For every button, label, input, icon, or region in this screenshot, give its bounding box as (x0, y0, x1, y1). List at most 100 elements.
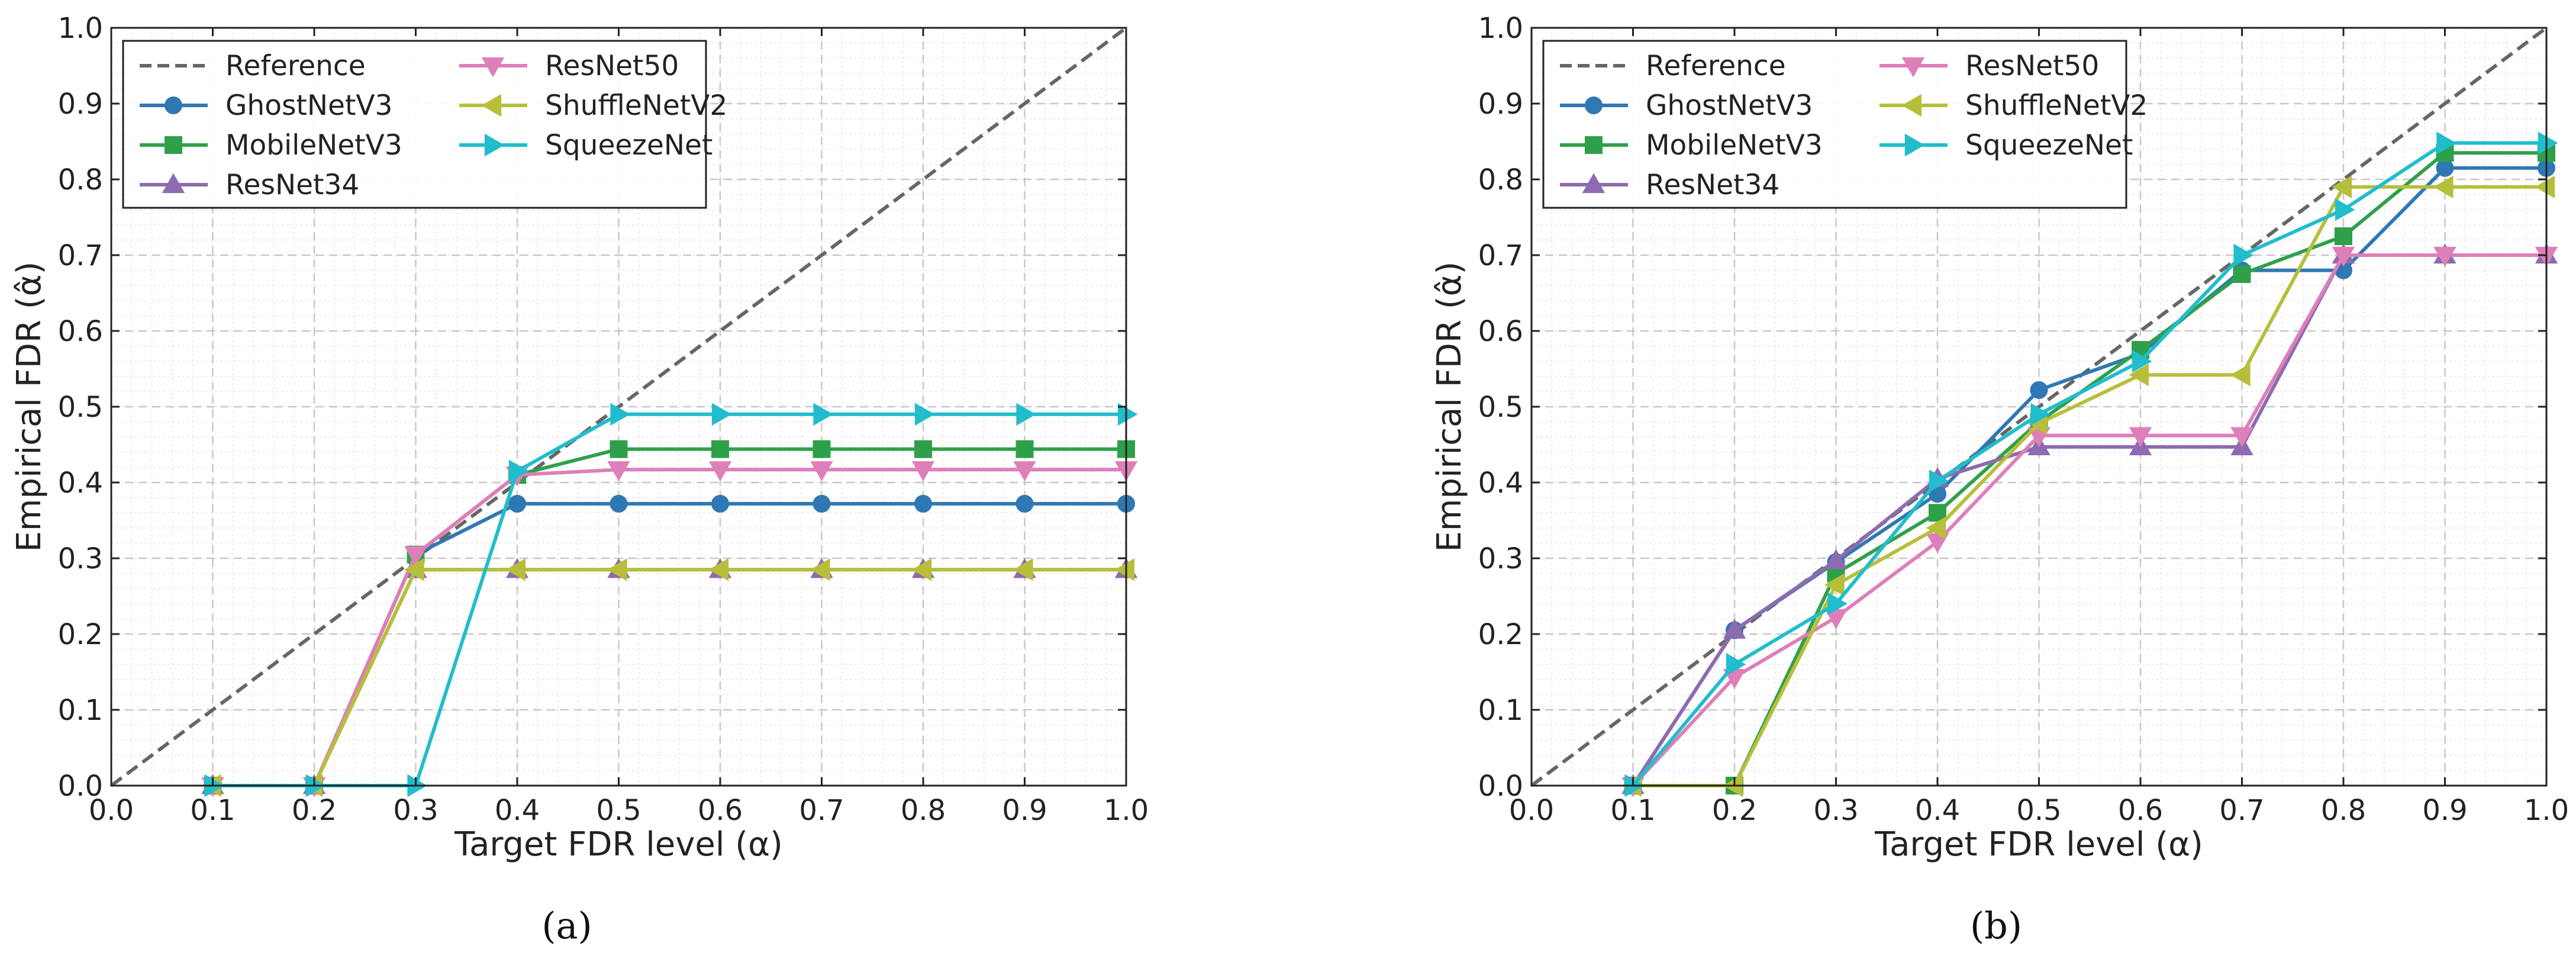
legend-item-resnet50: ResNet50 (459, 50, 679, 82)
series-line-squeezenet (1632, 141, 2546, 787)
y-tick-label: 1.0 (58, 12, 103, 45)
data-point-resnet34 (1723, 619, 1746, 639)
legend-label: MobileNetV3 (1646, 129, 1823, 162)
data-point-mobilenetv3 (610, 440, 628, 458)
chart-panel-b: 0.0 0.1 0.2 0.3 0.4 0.5 0.6 0.7 0.8 0.9 1.0 0.0 0.1 0… (1430, 12, 2569, 864)
data-point-resnet50 (911, 461, 935, 481)
data-point-squeezenet (1016, 403, 1037, 426)
y-tick-label: 0.7 (58, 239, 103, 272)
legend-marker (481, 57, 505, 78)
legend-item-squeezenet: SqueezeNet (1879, 129, 2133, 162)
legend-marker (1901, 57, 1925, 78)
data-point-shufflenetv2 (810, 558, 830, 581)
x-tick-label: 0.0 (1509, 794, 1554, 827)
legend-label: ResNet34 (225, 169, 359, 201)
y-tick-label: 0.6 (58, 315, 103, 348)
data-point-squeezenet (711, 403, 732, 426)
y-tick-label: 0.4 (1478, 467, 1523, 500)
data-point-squeezenet (2436, 131, 2457, 155)
data-point-squeezenet (2538, 131, 2558, 155)
x-tick-label: 0.7 (2219, 794, 2264, 827)
data-point-squeezenet (508, 459, 529, 483)
series-line-shufflenetv2 (212, 568, 1126, 787)
y-tick-label: 0.2 (58, 618, 103, 651)
x-tick-label: 0.3 (1813, 794, 1858, 827)
legend-item-mobilenetv3: MobileNetV3 (140, 129, 402, 162)
data-point-squeezenet (813, 403, 834, 426)
legend-marker (481, 94, 502, 117)
data-point-squeezenet (610, 403, 631, 426)
x-tick-label: 0.9 (1002, 794, 1047, 827)
y-tick-label: 0.4 (58, 467, 103, 500)
x-tick-label: 1.0 (2524, 794, 2569, 827)
data-point-shufflenetv2 (404, 558, 424, 581)
legend-marker (165, 96, 182, 114)
x-tick-label: 0.4 (495, 794, 540, 827)
data-point-squeezenet (1117, 403, 1138, 426)
series-squeezenet (204, 403, 1138, 797)
y-tick-label: 0.9 (58, 88, 103, 121)
legend-label: ResNet50 (1965, 50, 2099, 82)
data-point-mobilenetv3 (2335, 227, 2352, 245)
reference-line (1530, 26, 2548, 787)
data-point-mobilenetv3 (711, 440, 729, 458)
data-point-squeezenet (2132, 349, 2152, 373)
x-tick-label: 0.7 (799, 794, 844, 827)
legend-label: SqueezeNet (545, 129, 712, 162)
y-tick-label: 0.0 (1478, 770, 1523, 803)
legend-label: GhostNetV3 (225, 89, 392, 122)
legend-marker (1582, 173, 1605, 194)
x-tick-label: 0.3 (393, 794, 438, 827)
y-axis-label: Empirical FDR (α̂) (1430, 262, 1469, 552)
legend-item-mobilenetv3: MobileNetV3 (1560, 129, 1823, 162)
x-axis-label: Target FDR level (α) (454, 825, 783, 864)
data-point-shufflenetv2 (2230, 364, 2251, 387)
y-tick-label: 0.0 (58, 770, 103, 803)
legend-marker (484, 133, 505, 157)
legend-item-shufflenetv2: ShuffleNetV2 (459, 89, 727, 122)
y-tick-label: 0.5 (58, 391, 103, 424)
legend-label: Reference (1646, 50, 1786, 82)
data-point-shufflenetv2 (1013, 558, 1033, 581)
data-point-shufflenetv2 (505, 558, 526, 581)
data-point-squeezenet (2030, 403, 2051, 426)
series-line-resnet50 (1632, 253, 2546, 787)
legend-item-ghostnetv3: GhostNetV3 (140, 89, 392, 122)
data-point-squeezenet (1929, 469, 1949, 493)
legend-item-shufflenetv2: ShuffleNetV2 (1879, 89, 2148, 122)
y-tick-label: 0.2 (1478, 618, 1523, 651)
data-point-shufflenetv2 (1114, 558, 1135, 581)
chart-panel-a: 0.0 0.1 0.2 0.3 0.4 0.5 0.6 0.7 0.8 0.9 1.0 0.0 0.1 0… (10, 12, 1149, 864)
y-axis-label: Empirical FDR (α̂) (10, 262, 49, 552)
legend-marker (162, 173, 185, 194)
x-axis-label: Target FDR level (α) (1874, 825, 2203, 864)
y-tick-label: 0.8 (1478, 163, 1523, 197)
data-point-shufflenetv2 (1824, 573, 1845, 597)
x-tick-label: 0.0 (89, 794, 134, 827)
data-point-resnet34 (1824, 549, 1848, 569)
data-point-ghostnetv3 (2436, 159, 2454, 177)
x-tick-label: 0.2 (292, 794, 337, 827)
legend-box (1542, 40, 2127, 209)
data-point-squeezenet (1726, 652, 1746, 676)
y-tick-label: 0.1 (58, 694, 103, 727)
y-tick-label: 0.7 (1478, 239, 1523, 272)
y-tick-label: 0.8 (58, 163, 103, 197)
legend-item-reference: Reference (1560, 50, 1786, 82)
data-point-squeezenet (914, 403, 935, 426)
data-point-mobilenetv3 (813, 440, 831, 458)
data-point-resnet50 (2129, 427, 2152, 448)
data-point-resnet50 (2332, 246, 2355, 267)
legend-label: ShuffleNetV2 (1965, 89, 2148, 122)
x-tick-label: 0.6 (2118, 794, 2163, 827)
data-point-squeezenet (2233, 243, 2254, 267)
x-tick-label: 0.1 (1610, 794, 1655, 827)
x-tick-label: 1.0 (1104, 794, 1149, 827)
x-tick-label: 0.8 (2321, 794, 2366, 827)
series-squeezenet (1624, 131, 2558, 797)
data-point-mobilenetv3 (2233, 265, 2251, 283)
data-point-resnet50 (2433, 246, 2456, 267)
legend-box (122, 40, 707, 209)
y-tick-label: 0.6 (1478, 315, 1523, 348)
